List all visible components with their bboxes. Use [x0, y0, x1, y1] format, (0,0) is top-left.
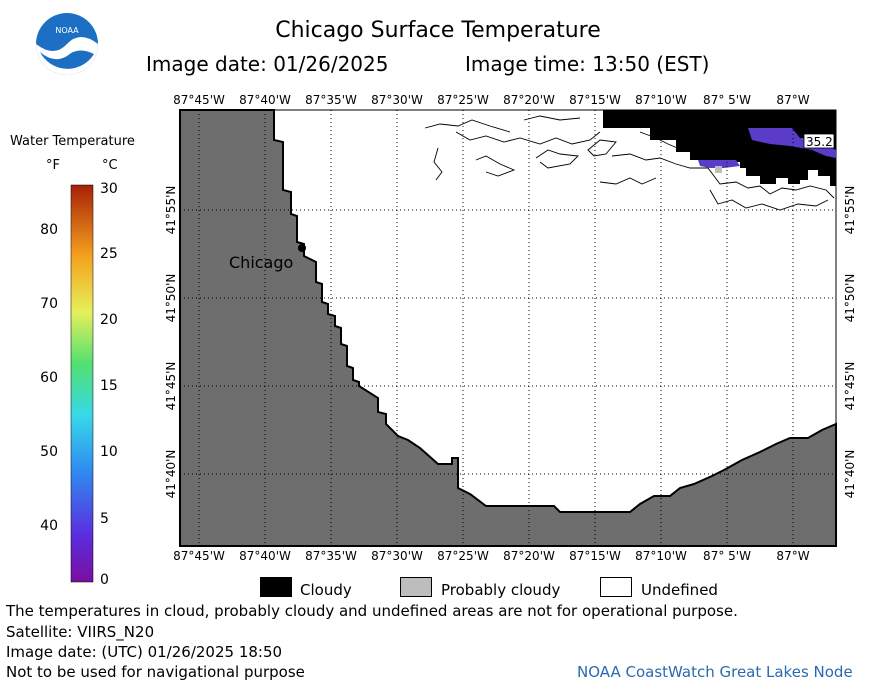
unit-celsius: °C — [102, 158, 118, 173]
image-time: Image time: 13:50 (EST) — [465, 52, 710, 76]
lon-label-bottom: 87°25'W — [437, 549, 489, 563]
lat-label-left: 41°55'N — [164, 185, 178, 235]
lat-label-left: 41°40'N — [164, 449, 178, 499]
cold-water-patch-2 — [698, 160, 740, 168]
lon-label-bottom: 87°15'W — [569, 549, 621, 563]
lon-label-top: 87°20'W — [503, 93, 555, 107]
lon-label-bottom: 87° 5'W — [703, 549, 751, 563]
f-tick: 40 — [40, 518, 58, 534]
key-probably-cloudy-label: Probably cloudy — [441, 581, 561, 599]
lat-label-right: 41°45'N — [843, 361, 857, 411]
lon-label-bottom: 87°45'W — [173, 549, 225, 563]
c-tick: 5 — [100, 511, 109, 527]
lon-label-bottom: 87°20'W — [503, 549, 555, 563]
image-date: Image date: 01/26/2025 — [146, 52, 389, 76]
f-tick: 60 — [40, 370, 58, 386]
c-tick: 30 — [100, 181, 118, 197]
footer-note: The temperatures in cloud, probably clou… — [6, 602, 738, 620]
footer-utc-date: Image date: (UTC) 01/26/2025 18:50 — [6, 643, 283, 661]
key-cloudy-swatch — [260, 577, 292, 597]
lon-label-bottom: 87°35'W — [305, 549, 357, 563]
legend-title: Water Temperature — [10, 134, 135, 149]
lat-label-left: 41°50'N — [164, 273, 178, 323]
probably-cloudy-pixel — [715, 166, 722, 173]
key-undefined-swatch — [600, 577, 632, 597]
unit-fahrenheit: °F — [46, 158, 60, 173]
c-tick: 25 — [100, 246, 118, 262]
lon-label-bottom: 87°40'W — [239, 549, 291, 563]
lon-label-top: 87°W — [776, 93, 810, 107]
lon-label-top: 87°25'W — [437, 93, 489, 107]
temperature-tag: 35.2 — [806, 135, 833, 149]
city-label: Chicago — [229, 253, 294, 272]
key-probably-cloudy-swatch — [400, 577, 432, 597]
graticule — [180, 110, 836, 546]
chicago-marker — [298, 244, 306, 252]
footer-satellite: Satellite: VIIRS_N20 — [6, 623, 155, 641]
key-undefined-label: Undefined — [641, 581, 718, 599]
c-tick: 10 — [100, 444, 118, 460]
land-area — [179, 109, 837, 547]
c-tick: 20 — [100, 312, 118, 328]
ice-contours — [424, 115, 835, 211]
noaa-logo-icon: NOAA — [36, 13, 98, 75]
lon-label-bottom: 87°10'W — [635, 549, 687, 563]
lon-label-top: 87° 5'W — [703, 93, 751, 107]
lat-label-left: 41°45'N — [164, 361, 178, 411]
lon-label-bottom: 87°W — [776, 549, 810, 563]
f-tick: 70 — [40, 296, 58, 312]
cold-water-patch — [748, 128, 836, 158]
footer-navigation-warning: Not to be used for navigational purpose — [6, 663, 305, 681]
f-tick: 50 — [40, 444, 58, 460]
lon-label-top: 87°40'W — [239, 93, 291, 107]
lon-label-top: 87°35'W — [305, 93, 357, 107]
temperature-tag-box — [803, 133, 835, 149]
footer-credit: NOAA CoastWatch Great Lakes Node — [577, 663, 853, 681]
lat-label-right: 41°50'N — [843, 273, 857, 323]
logo-text: NOAA — [55, 26, 79, 35]
f-tick: 80 — [40, 222, 58, 238]
lon-label-top: 87°30'W — [371, 93, 423, 107]
page-title: Chicago Surface Temperature — [275, 18, 601, 43]
lat-label-right: 41°40'N — [843, 449, 857, 499]
c-tick: 15 — [100, 378, 118, 394]
lon-label-top: 87°45'W — [173, 93, 225, 107]
lon-label-top: 87°10'W — [635, 93, 687, 107]
lon-label-top: 87°15'W — [569, 93, 621, 107]
lat-label-right: 41°55'N — [843, 185, 857, 235]
key-cloudy-label: Cloudy — [300, 581, 352, 599]
temperature-colorbar — [70, 184, 94, 583]
c-tick: 0 — [100, 572, 109, 588]
lon-label-bottom: 87°30'W — [371, 549, 423, 563]
